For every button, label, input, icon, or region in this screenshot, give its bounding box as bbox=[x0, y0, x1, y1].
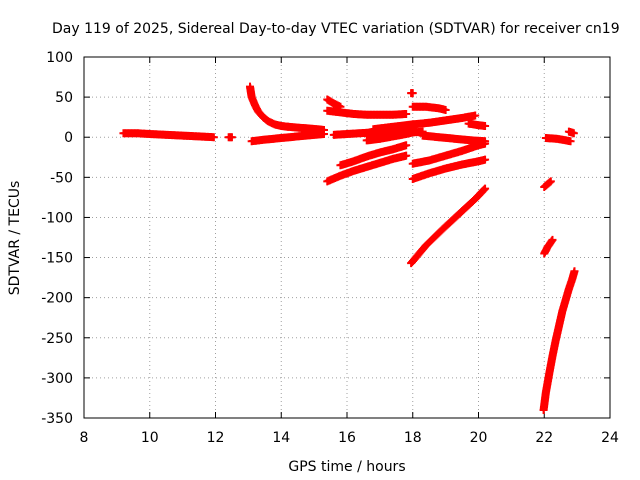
y-tick-label: -50 bbox=[50, 170, 73, 186]
data-point bbox=[209, 133, 218, 142]
y-tick-label: 50 bbox=[55, 90, 73, 106]
x-axis-label: GPS time / hours bbox=[288, 459, 405, 475]
data-point bbox=[481, 139, 490, 148]
data-track-24 bbox=[540, 177, 555, 191]
y-tick-label: 100 bbox=[46, 50, 73, 66]
data-point bbox=[408, 89, 417, 98]
y-tick-label: -350 bbox=[41, 411, 73, 427]
x-tick-label: 18 bbox=[404, 430, 422, 446]
data-point bbox=[319, 130, 328, 139]
data-point bbox=[570, 267, 579, 276]
data-track-6 bbox=[323, 106, 411, 119]
data-track-4 bbox=[247, 130, 328, 146]
y-tick-label: -150 bbox=[41, 251, 73, 267]
x-tick-label: 10 bbox=[141, 430, 159, 446]
data-track-22 bbox=[541, 134, 575, 146]
data-track-26 bbox=[539, 267, 579, 414]
data-track-17 bbox=[418, 131, 490, 146]
y-tick-labels: -350 -300 -250 -200 -150 -100 -50 0 50 100 bbox=[41, 50, 73, 427]
x-tick-label: 22 bbox=[535, 430, 553, 446]
data-track-8 bbox=[336, 141, 411, 170]
data-point bbox=[402, 109, 411, 118]
plot-frame bbox=[83, 56, 611, 419]
data-point bbox=[566, 137, 575, 146]
data-track-0 bbox=[119, 129, 218, 142]
data-track-21 bbox=[407, 184, 490, 268]
y-tick-label: -100 bbox=[41, 210, 73, 226]
data-track-23 bbox=[564, 127, 578, 138]
x-tick-label: 12 bbox=[207, 430, 225, 446]
data-point bbox=[481, 155, 490, 164]
data-point bbox=[481, 121, 490, 130]
x-tick-label: 14 bbox=[272, 430, 290, 446]
y-tick-label: 0 bbox=[64, 130, 73, 146]
x-tick-label: 24 bbox=[601, 430, 619, 446]
data-track-15 bbox=[408, 111, 480, 129]
y-tick-label: -250 bbox=[41, 331, 73, 347]
data-point bbox=[481, 184, 490, 193]
data-track-19 bbox=[408, 139, 490, 168]
data-point bbox=[546, 177, 555, 186]
data-track-25 bbox=[540, 235, 557, 258]
data-track-12 bbox=[395, 120, 417, 132]
data-track-14 bbox=[408, 102, 450, 114]
data-point bbox=[227, 133, 236, 142]
y-tick-label: -200 bbox=[41, 291, 73, 307]
y-axis-label: SDTVAR / TECUs bbox=[7, 181, 23, 296]
x-tick-label: 20 bbox=[470, 430, 488, 446]
data-track-7 bbox=[323, 151, 411, 186]
x-tick-label: 8 bbox=[80, 430, 89, 446]
y-tick-label: -300 bbox=[41, 371, 73, 387]
chart-title: Day 119 of 2025, Sidereal Day-to-day VTE… bbox=[52, 21, 620, 37]
data-track-18 bbox=[464, 119, 490, 130]
data-point bbox=[471, 111, 480, 120]
data-track-1 bbox=[224, 133, 236, 142]
data-track-13 bbox=[407, 89, 417, 98]
data-track-2 bbox=[246, 82, 292, 131]
data-point bbox=[441, 105, 450, 114]
data-point bbox=[402, 141, 411, 150]
data-points bbox=[119, 82, 579, 414]
data-track-20 bbox=[408, 155, 490, 183]
data-point bbox=[569, 129, 578, 138]
data-point bbox=[402, 151, 411, 160]
data-point bbox=[548, 235, 557, 244]
x-tick-labels: 8 10 12 14 16 18 20 22 24 bbox=[80, 430, 619, 446]
x-tick-label: 16 bbox=[338, 430, 356, 446]
